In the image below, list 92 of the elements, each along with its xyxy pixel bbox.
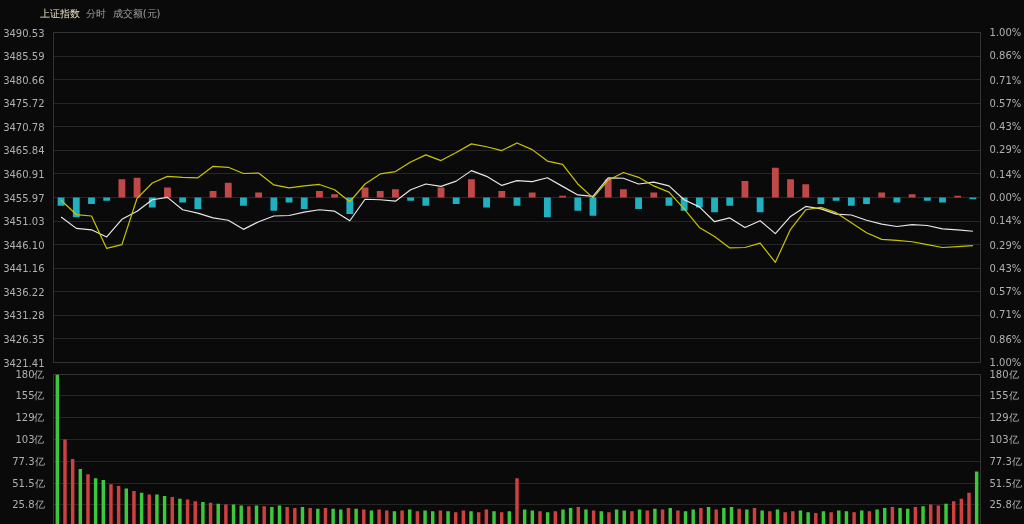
y2-tick-label: 103亿: [989, 434, 1019, 446]
y-tick-label: 3475.72: [3, 98, 45, 110]
y2-tick-label: 0.86%: [989, 50, 1022, 62]
bar: [878, 192, 886, 198]
bar: [331, 194, 339, 198]
bar: [863, 197, 870, 205]
bar: [224, 182, 232, 198]
bar: [422, 197, 430, 206]
bar: [133, 177, 141, 198]
y-tick-label: 3465.84: [3, 145, 45, 157]
y-tick-label: 3421.41: [3, 357, 45, 369]
bar: [619, 189, 627, 198]
y2-tick-label: 1.00%: [989, 357, 1022, 368]
bar: [574, 197, 582, 211]
bar: [392, 189, 399, 198]
bar: [847, 197, 855, 206]
bar: [118, 179, 126, 198]
y2-tick-label: 51.5亿: [989, 477, 1022, 489]
y2-tick-label: 180亿: [989, 369, 1019, 380]
y-tick-label: 3446.10: [3, 239, 45, 251]
y2-tick-label: 155亿: [989, 390, 1019, 402]
bar: [209, 190, 217, 198]
y2-tick-label: 0.14%: [989, 215, 1022, 227]
bar: [726, 197, 734, 206]
y2-tick-label: 129亿: [989, 412, 1019, 424]
bar: [787, 179, 794, 198]
y-tick-label: 3485.59: [3, 51, 45, 63]
bar: [528, 192, 536, 198]
bar: [407, 197, 415, 201]
y2-tick-label: 0.43%: [989, 262, 1022, 274]
bar: [923, 197, 931, 201]
bar: [255, 192, 263, 198]
y2-tick-label: 0.14%: [989, 168, 1022, 180]
bar: [771, 167, 779, 198]
text: 成交额(元): [112, 8, 161, 19]
y2-tick-label: 0.71%: [989, 309, 1022, 321]
bar: [650, 192, 658, 198]
y-tick-label: 3455.97: [3, 192, 45, 204]
y-tick-label: 3490.53: [3, 27, 45, 39]
bar: [498, 190, 506, 198]
bar: [756, 197, 764, 213]
bar: [164, 187, 171, 198]
bar: [316, 190, 323, 198]
y2-tick-label: 0.43%: [989, 121, 1022, 133]
y-tick-label: 3460.91: [3, 168, 45, 180]
y2-tick-label: 1.00%: [989, 27, 1022, 38]
bar: [103, 197, 111, 201]
y2-tick-label: 0.29%: [989, 239, 1022, 251]
y-tick-label: 180亿: [15, 369, 45, 380]
y-tick-label: 155亿: [15, 390, 45, 402]
bar: [194, 197, 202, 210]
y-tick-label: 3436.22: [3, 286, 45, 298]
y-tick-label: 3451.03: [3, 216, 45, 228]
bar: [300, 197, 308, 210]
bar: [240, 197, 247, 206]
y2-tick-label: 0.29%: [989, 144, 1022, 156]
y2-tick-label: 0.57%: [989, 286, 1022, 298]
bar: [376, 190, 384, 198]
bar: [270, 197, 278, 211]
line-series: [60, 142, 974, 263]
bar: [543, 197, 551, 218]
bar: [802, 184, 810, 198]
y2-tick-label: 25.8亿: [989, 499, 1022, 511]
y-tick-label: 3426.35: [3, 333, 45, 345]
y-tick-label: 3480.66: [3, 74, 45, 86]
y-tick-label: 3470.78: [3, 121, 45, 133]
y-tick-label: 129亿: [15, 412, 45, 424]
bar: [741, 181, 749, 198]
bar: [711, 197, 718, 213]
text: 分时: [86, 8, 107, 19]
bar: [452, 197, 460, 205]
y2-tick-label: 0.71%: [989, 74, 1022, 86]
chart-title: 上证指数: [40, 8, 80, 19]
y2-tick-label: 0.86%: [989, 333, 1022, 345]
bar: [72, 197, 80, 218]
y2-tick-label: 0.57%: [989, 97, 1022, 109]
line-series: [60, 170, 974, 238]
y2-tick-label: 77.3亿: [989, 455, 1022, 467]
y-tick-label: 103亿: [15, 434, 45, 446]
bar: [832, 197, 840, 201]
y-tick-label: 3431.28: [3, 310, 45, 322]
bar: [57, 197, 65, 206]
y-tick-label: 77.3亿: [12, 455, 45, 467]
bar: [467, 179, 475, 198]
y2-tick-label: 0.00%: [989, 192, 1022, 203]
bar: [635, 197, 642, 210]
y-tick-label: 3441.16: [3, 263, 45, 275]
bar: [908, 194, 916, 198]
y-tick-label: 51.5亿: [12, 477, 45, 489]
y-tick-label: 25.8亿: [12, 499, 45, 511]
bar: [88, 197, 95, 205]
bar: [483, 197, 491, 208]
